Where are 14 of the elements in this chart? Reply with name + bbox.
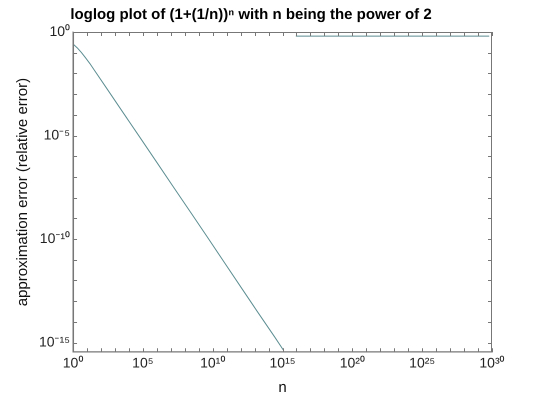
- chart-title: loglog plot of (1+(1/n))ⁿ with n being the power of 2: [70, 6, 432, 24]
- x-tick-label: 10⁵: [132, 354, 154, 370]
- y-tick-label: 10⁻¹⁵: [38, 333, 70, 350]
- x-tick-label: 10²⁰: [340, 354, 365, 370]
- x-axis-title: n: [278, 379, 287, 396]
- x-tick-label: 10²⁵: [409, 354, 436, 370]
- y-tick-label: 10⁻¹⁰: [40, 230, 70, 246]
- y-axis-title: approximation error (relative error): [14, 78, 32, 306]
- x-tick-label: 10⁰: [62, 354, 84, 370]
- y-tick-label: 10⁰: [49, 22, 70, 39]
- y-tick-label: 10⁻⁵: [44, 126, 70, 142]
- x-tick-label: 10¹⁰: [200, 354, 226, 370]
- x-tick-label: 10¹⁵: [269, 354, 296, 370]
- x-tick-label: 10³⁰: [479, 354, 505, 370]
